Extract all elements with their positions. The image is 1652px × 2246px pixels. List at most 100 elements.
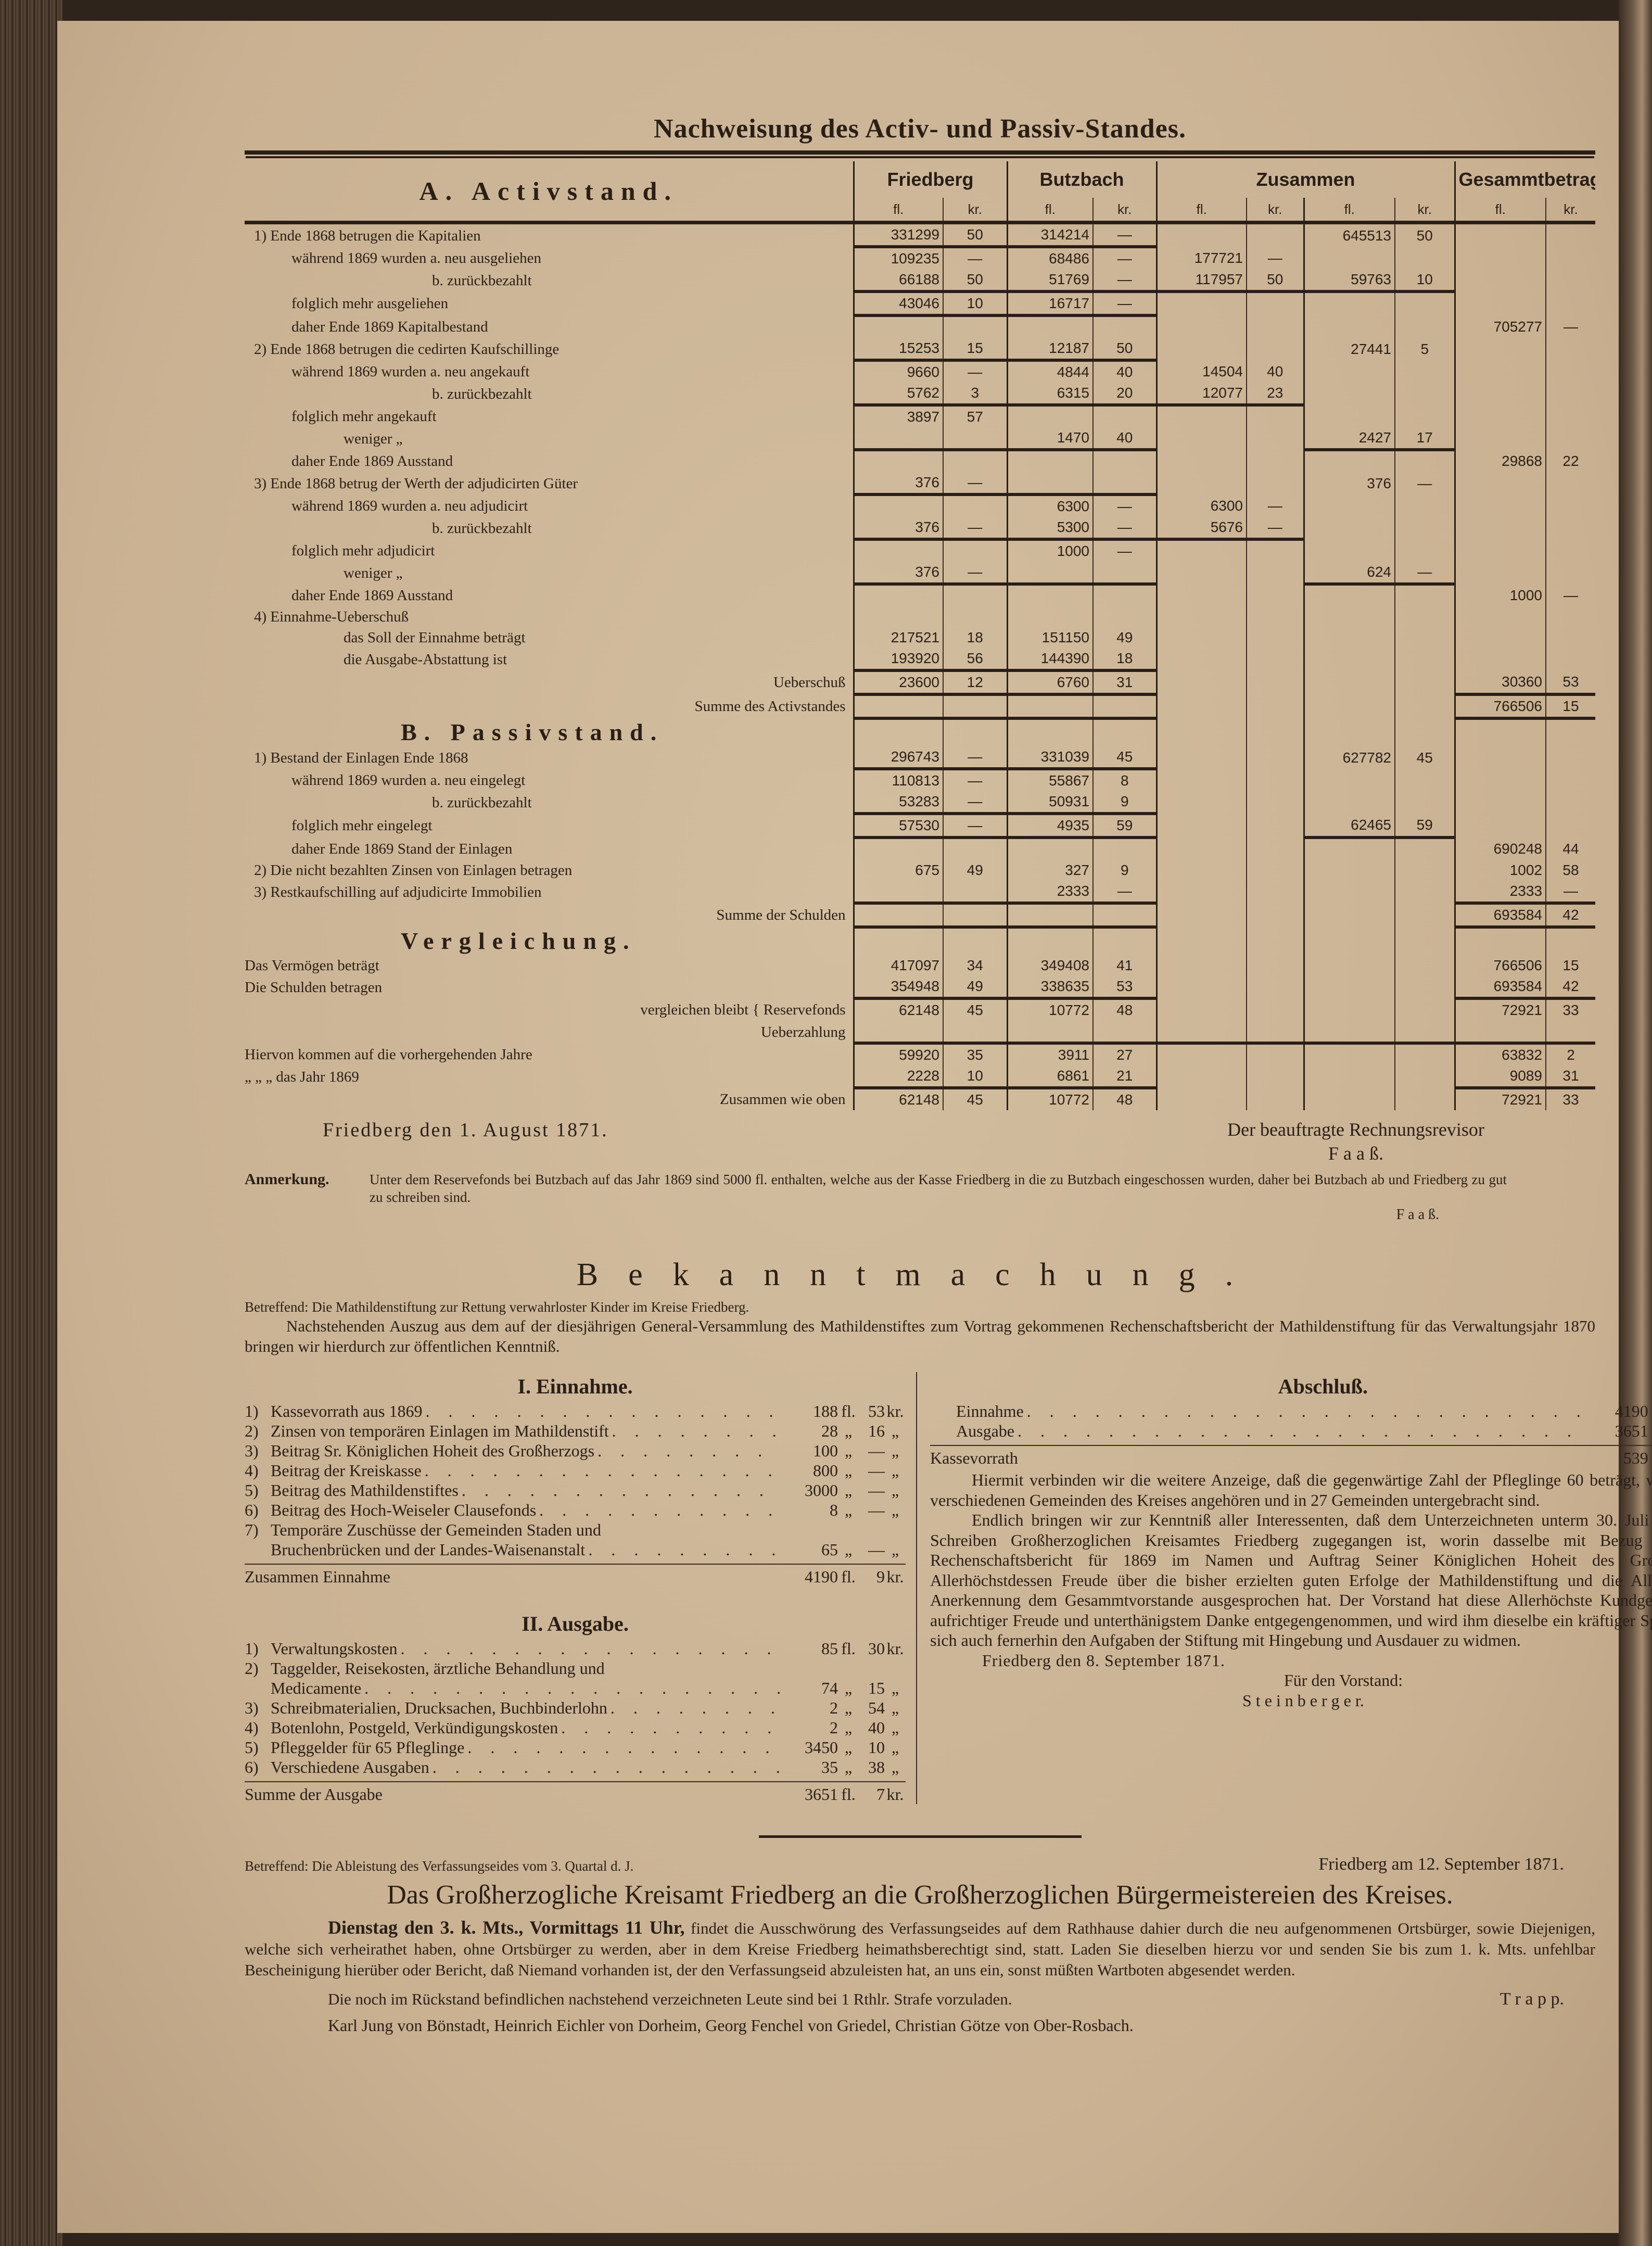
amount-kr: 38 (868, 1758, 885, 1777)
cell-kr (943, 838, 1007, 860)
cell-kr (1545, 338, 1596, 360)
einnahme-list: 1) Kassevorrath aus 1869. . . . . . . . .… (245, 1401, 906, 1559)
item-number: 4) (245, 1718, 259, 1737)
row-label: 2) Die nicht bezahlten Zinsen von Einlag… (254, 862, 573, 879)
cell-kr (1394, 494, 1455, 517)
cell-fl (1454, 338, 1546, 360)
unit-fl: „ (844, 1422, 853, 1440)
row-label: daher Ende 1869 Ausstand (291, 452, 453, 469)
cell-kr: 49 (1092, 627, 1157, 648)
notice-summons: Die noch im Rückstand befindlichen nachs… (328, 1990, 1012, 2008)
unit-kr: kr. (1092, 198, 1157, 224)
unit-fl: „ (844, 1461, 853, 1480)
cell-kr (1246, 998, 1304, 1021)
cell-fl (1155, 998, 1247, 1021)
leader-dots: . . . . . . . . . . . . . . . . . . . . … (561, 1718, 781, 1737)
cell-kr (943, 927, 1007, 955)
cell-fl (1155, 814, 1247, 838)
cell-fl: 705277 (1454, 315, 1546, 338)
cell-fl: 14504 (1155, 360, 1247, 383)
cell-kr (1394, 1065, 1455, 1088)
cell-kr (1246, 718, 1304, 746)
cell-kr: 5 (1394, 338, 1455, 360)
cell-fl: 30360 (1454, 670, 1546, 696)
cell-fl (1155, 291, 1247, 315)
cell-kr (1246, 627, 1304, 648)
cell-kr (1394, 769, 1455, 791)
cell-fl (1303, 627, 1395, 648)
cell-kr (1092, 694, 1157, 720)
cell-fl (1454, 927, 1546, 955)
cell-fl: 376 (853, 562, 943, 586)
cell-fl (1155, 860, 1247, 881)
cell-fl (1454, 247, 1546, 269)
cell-fl: 349408 (1006, 955, 1093, 976)
unit-fl: „ (844, 1441, 853, 1460)
cell-kr (1246, 338, 1304, 360)
cell-fl (1155, 315, 1247, 338)
cell-fl: 144390 (1006, 648, 1093, 672)
cell-kr (943, 315, 1007, 338)
account-line: 6) Verschiedene Ausgaben. . . . . . . . .… (245, 1757, 906, 1777)
cell-kr: 48 (1092, 998, 1157, 1021)
cell-fl: 6300 (1006, 494, 1093, 517)
cell-fl: 63832 (1454, 1043, 1546, 1065)
cell-kr: 59 (1394, 814, 1455, 839)
table-row: daher Ende 1869 Ausstand 29868 22 (245, 450, 1596, 472)
cell-kr: — (1394, 472, 1455, 494)
unit-kr: „ (891, 1698, 899, 1717)
cell-fl (1155, 670, 1247, 694)
signer-name: F a a ß. (1328, 1143, 1383, 1164)
account-line: 7) Temporäre Zuschüsse der Gemeinden Stad… (245, 1520, 906, 1540)
row-label: Das Vermögen beträgt (245, 957, 379, 974)
cell-fl (1155, 584, 1247, 606)
section-heading-row: B. Passivstand. (245, 718, 1596, 746)
cell-fl: 53283 (853, 791, 943, 815)
table-row: weniger „ 376—624— (245, 562, 1596, 586)
cell-fl: 338635 (1006, 976, 1093, 1000)
cell-fl: 690248 (1454, 838, 1546, 860)
abschluss-total: Kassevorrath539fl.2kr. (930, 1445, 1652, 1468)
cell-kr: 45 (943, 1088, 1007, 1110)
page-content: Nachweisung des Activ- und Passiv-Stande… (245, 112, 1652, 2037)
amount-kr: — (868, 1540, 885, 1559)
table-footer: Friedberg den 1. August 1871. Der beauft… (245, 1118, 1595, 1165)
amount-fl: 74 (821, 1679, 838, 1697)
cell-fl (1006, 315, 1093, 338)
cell-kr (1246, 694, 1304, 718)
row-label: 1) Ende 1868 betrugen die Kapitalien (254, 227, 481, 244)
cell-kr: 50 (943, 269, 1007, 293)
einnahme-total: Zusammen Einnahme 4190 fl. 9 kr. (245, 1564, 906, 1587)
cell-fl (1454, 606, 1546, 627)
table-row: während 1869 wurden a. neu angekauft 9660… (245, 360, 1596, 383)
item-label: Temporäre Zuschüsse der Gemeinden Staden… (271, 1520, 601, 1539)
cell-kr (1246, 860, 1304, 881)
bekanntmachung-title: Bekanntmachung. (576, 1257, 1264, 1292)
cell-fl (1155, 955, 1247, 976)
cell-fl (1454, 627, 1546, 648)
account-line: 3) Schreibmaterialien, Drucksachen, Buchb… (245, 1698, 906, 1718)
cell-fl: 331299 (853, 222, 943, 248)
cell-kr: 31 (1092, 670, 1157, 696)
account-line: 2) Taggelder, Reisekosten, ärztliche Beha… (245, 1658, 906, 1678)
cell-fl (1006, 584, 1093, 606)
cell-kr (1394, 718, 1455, 746)
abschluss-heading: Abschluß. (1278, 1375, 1368, 1398)
unit-kr: „ (891, 1501, 899, 1519)
cell-fl (1454, 539, 1546, 562)
note-label: Anmerkung. (245, 1171, 329, 1188)
unit-fl: „ (844, 1698, 853, 1717)
cell-fl: 12077 (1155, 383, 1247, 407)
cell-kr (1246, 405, 1304, 427)
bekanntmachung-columns: I. Einnahme. 1) Kassevorrath aus 1869. . … (245, 1372, 1652, 1804)
leader-dots: . . . . . . . . . . . . . . . . . . . . … (1026, 1402, 1588, 1420)
cell-kr: — (1092, 247, 1157, 269)
cell-kr (1246, 450, 1304, 472)
cell-fl: 72921 (1454, 1088, 1546, 1110)
cell-kr: — (943, 791, 1007, 815)
account-line: 3) Beitrag Sr. Königlichen Hoheit des Gro… (245, 1441, 906, 1461)
row-label: Ueberzahlung (760, 1023, 846, 1040)
cell-fl: 57530 (853, 814, 943, 839)
amount-fl: 65 (821, 1540, 838, 1559)
amount-fl: 3000 (805, 1481, 838, 1500)
